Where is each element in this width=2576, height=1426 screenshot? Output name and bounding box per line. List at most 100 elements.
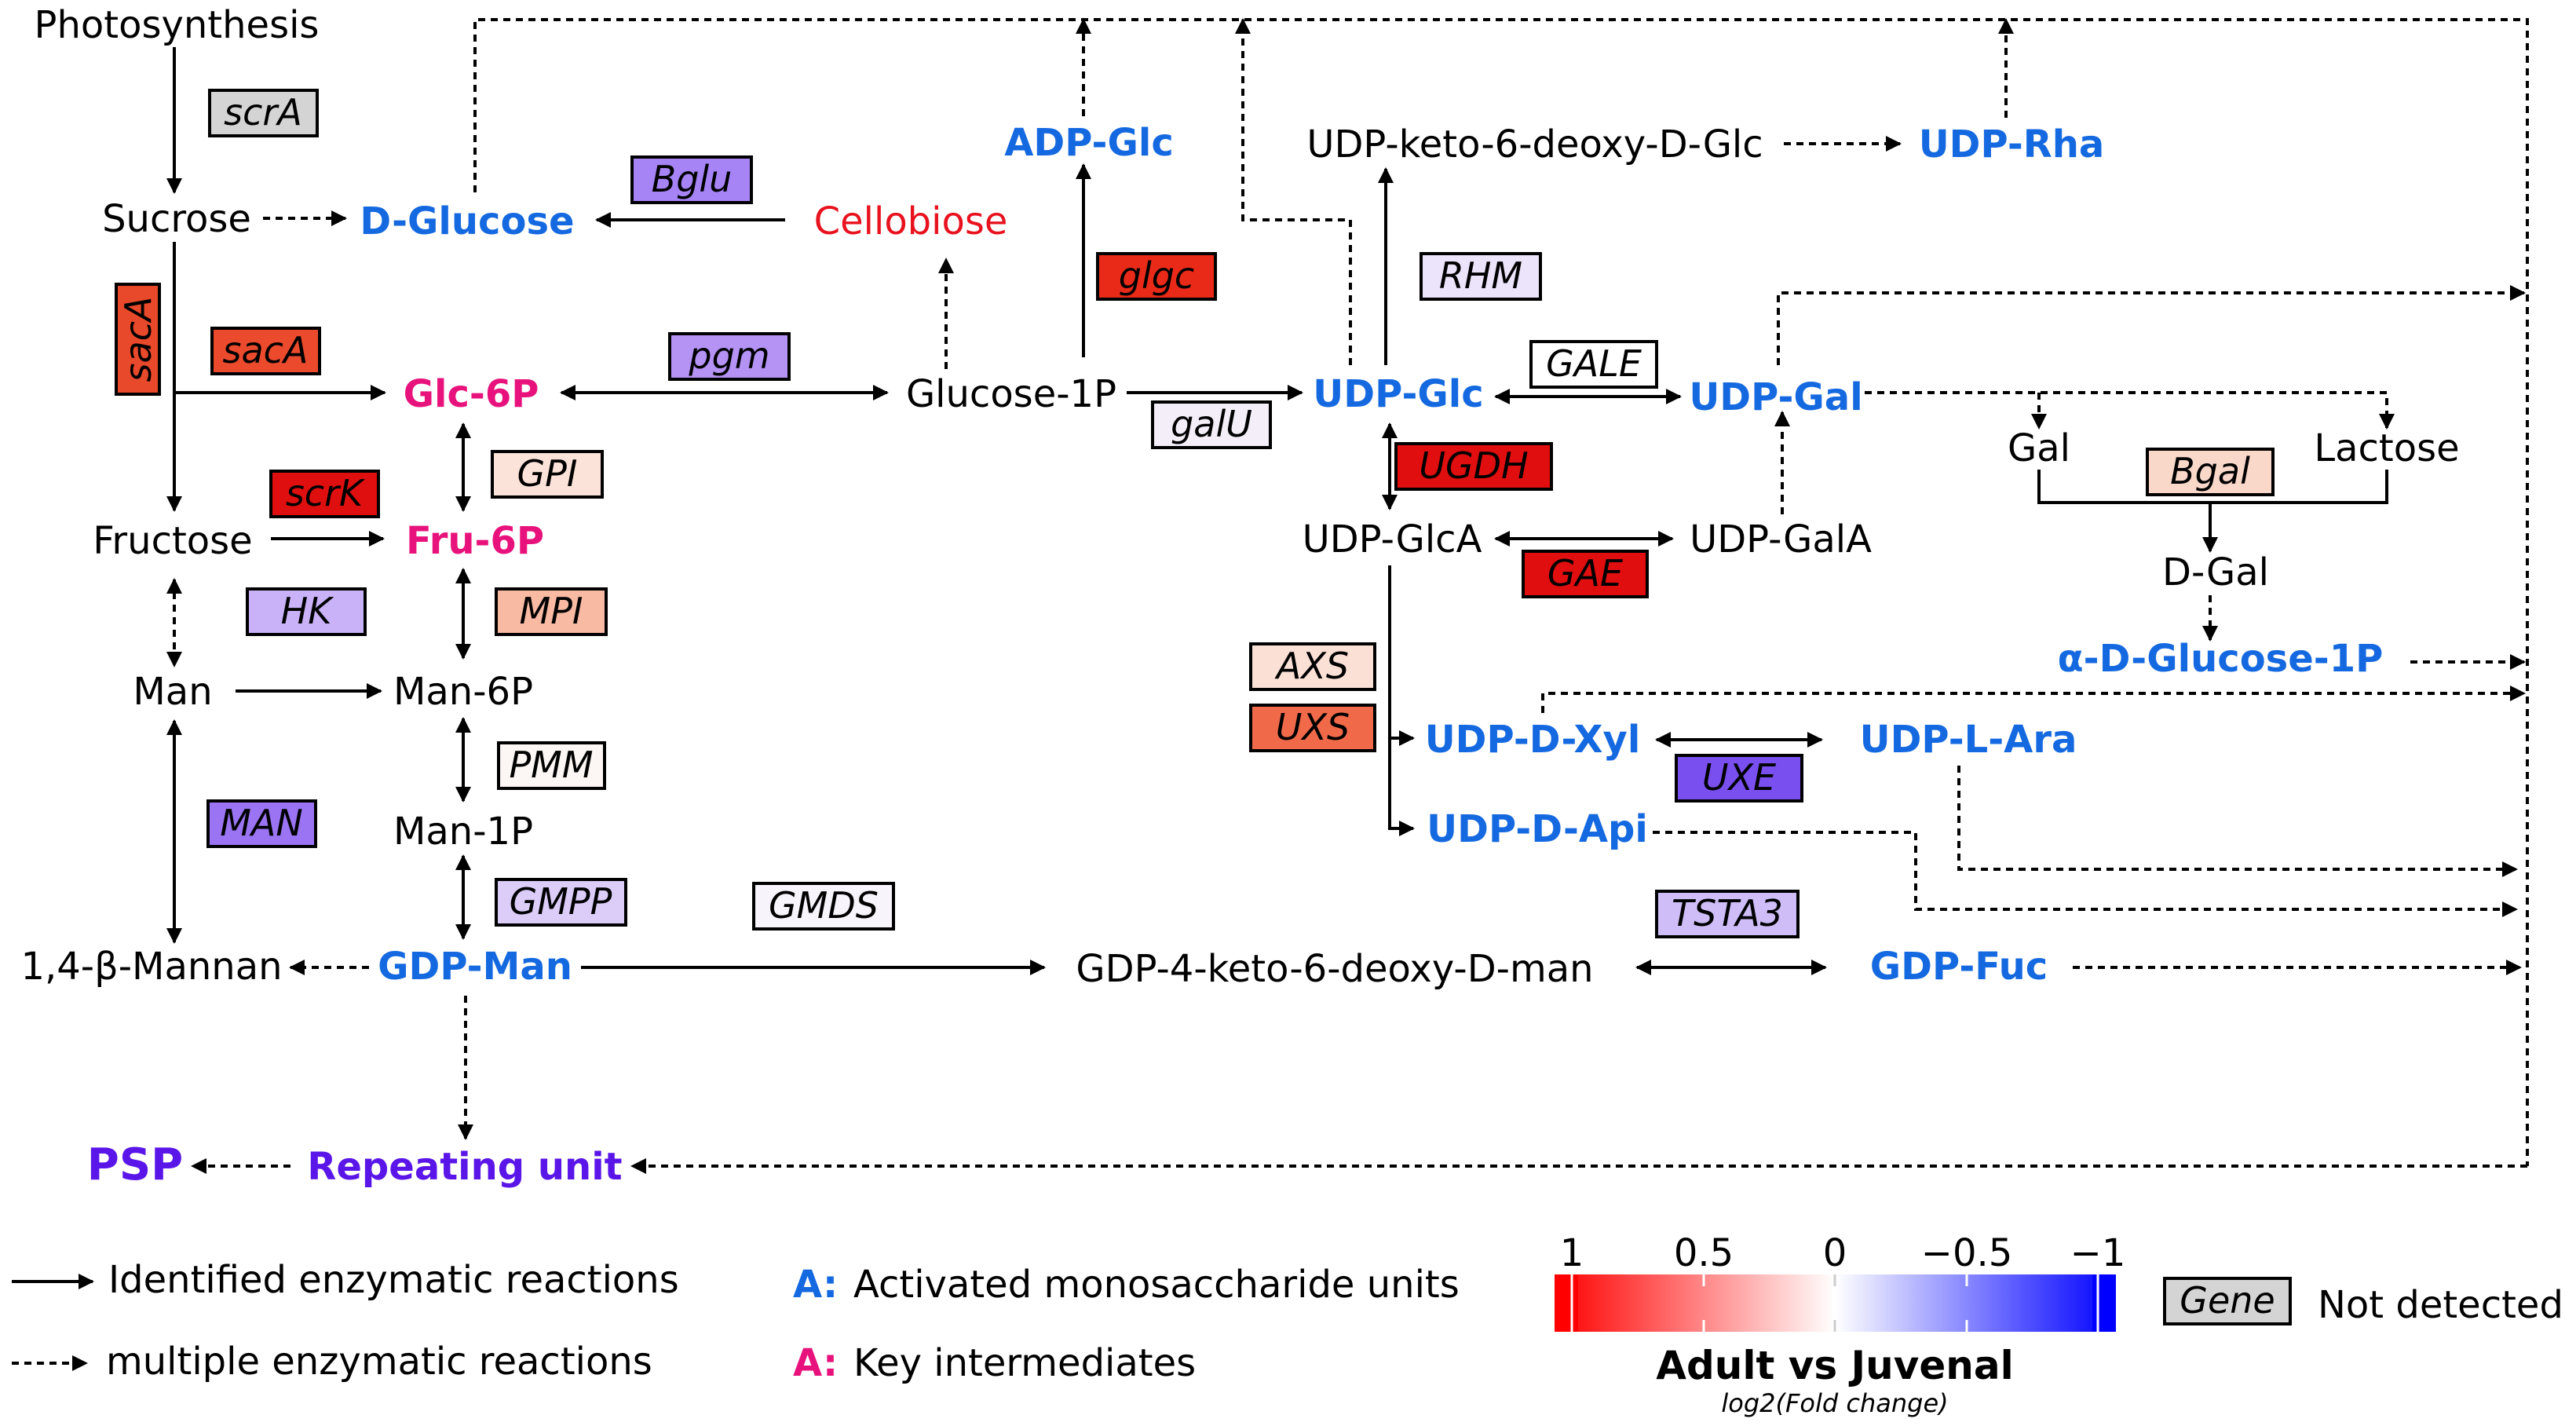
legend-key-marker: A: [793,1341,838,1385]
reaction-arrows [166,18,2529,1174]
svg-text:HK: HK [281,590,335,632]
arrow-udpdapi-right [1653,831,2518,917]
metabolite-gal: Gal [2008,426,2070,470]
metabolite-adp-glc: ADP-Glc [1004,121,1174,165]
svg-text:AXS: AXS [1274,645,1349,687]
colorbar-tick-label: 1 [1560,1231,1584,1275]
legend-not-detected-label: Not detected [2318,1283,2563,1327]
colorbar-tick-label: 0 [1823,1231,1847,1275]
metabolite-udp-glc: UDP-Glc [1313,372,1483,416]
svg-text:MAN: MAN [220,802,303,844]
gene-box-gpi: GPI [491,450,604,499]
svg-text:sacA: sacA [223,329,309,371]
svg-text:UXS: UXS [1276,706,1350,748]
gene-box-pgm: pgm [668,332,791,381]
metabolite-fructose: Fructose [93,519,252,563]
legend-key-label: Key intermediates [853,1341,1196,1385]
metabolite-1-4-beta-mannan: 1,4-β-Mannan [20,945,282,989]
colorbar-min-cap [2092,1274,2116,1332]
svg-text:Bglu: Bglu [652,158,733,200]
arrow-udplara-right [1957,766,2518,877]
svg-text:scrA: scrA [224,91,302,133]
gene-box-sacA-vertical: sacA [115,283,161,396]
gene-box-glgc: glgc [1096,252,1217,301]
arrow-udpgal-lactose [1865,391,2395,430]
svg-text:pgm: pgm [688,335,769,377]
svg-text:RHM: RHM [1439,254,1522,297]
arrow-udpglca-udpdapi [1388,565,1415,836]
gene-box-hk: HK [246,587,367,636]
arrow-udpglc-up [1235,18,1352,365]
gene-box-uxe: UXE [1675,754,1803,803]
arrow-udpgal-right [1777,285,2526,365]
colorbar-title: Adult vs Juvenal [1656,1343,2013,1388]
legend: Identified enzymatic reactions multiple … [12,1258,2563,1385]
colorbar-tick-label: 0.5 [1674,1231,1734,1275]
svg-text:GAE: GAE [1547,552,1623,594]
gene-box-tsta3: TSTA3 [1655,890,1800,938]
colorbar-max-cap [1555,1274,1578,1332]
svg-text:GMDS: GMDS [769,884,879,927]
metabolite-repeating-unit: Repeating unit [307,1145,622,1189]
svg-text:Gene: Gene [2180,1279,2275,1322]
gene-box-rhm: RHM [1420,252,1542,301]
colorbar-subtitle: log2(Fold change) [1721,1388,1948,1418]
gene-box-axs: AXS [1249,642,1376,691]
metabolite-man-6p: Man-6P [393,670,533,714]
metabolite-gdp-man: GDP-Man [378,945,572,989]
metabolite-photosynthesis: Photosynthesis [35,3,320,47]
gene-box-pmm: PMM [497,741,606,790]
colorbar-tick-label: −0.5 [1921,1231,2013,1275]
metabolite-man: Man [133,670,212,714]
metabolite-gdp-fuc: GDP-Fuc [1870,945,2048,989]
gene-box-mpi: MPI [495,587,608,636]
metabolite-gdp-4-keto-6-deoxy-d-man: GDP-4-keto-6-deoxy-D-man [1076,947,1593,991]
svg-text:TSTA3: TSTA3 [1672,892,1783,934]
gene-box-sacA: sacA [210,327,321,375]
metabolite-udp-d-api: UDP-D-Api [1427,807,1648,851]
colorbar: 1 0.5 0 −0.5 −1 Adult vs Juvenal log2(Fo… [1555,1231,2125,1418]
svg-text:Bgal: Bgal [2170,450,2250,492]
metabolite-udp-gal: UDP-Gal [1689,375,1862,419]
gene-box-ugdh: UGDH [1394,442,1553,491]
svg-text:MPI: MPI [520,590,583,632]
arrow-udpdxyl-right [1541,686,2526,713]
legend-solid-label: Identified enzymatic reactions [108,1258,679,1302]
gene-box-gale: GALE [1529,340,1658,389]
gene-box-uxs: UXS [1249,704,1376,752]
legend-not-detected-box: Gene [2163,1277,2292,1325]
svg-text:UXE: UXE [1702,756,1776,799]
svg-text:PMM: PMM [509,744,593,786]
metabolite-alpha-d-glucose-1p: α-D-Glucose-1P [2058,637,2384,681]
metabolite-fru-6p: Fru-6P [406,519,544,563]
metabolite-udp-d-xyl: UDP-D-Xyl [1425,718,1641,762]
gene-box-gmds: GMDS [752,882,895,931]
metabolite-man-1p: Man-1P [393,810,533,854]
gene-box-gmpp: GMPP [495,878,627,927]
metabolite-lactose: Lactose [2314,426,2459,470]
gene-box-gae: GAE [1522,550,1649,598]
legend-dashed-label: multiple enzymatic reactions [106,1340,652,1384]
gene-box-bglu: Bglu [630,155,753,204]
gene-boxes: scrA Bglu sacA sacA glgc RHM pgm GALE [115,89,2275,938]
metabolite-d-gal: D-Gal [2162,550,2269,594]
svg-text:UGDH: UGDH [1419,444,1528,487]
colorbar-tick-label: −1 [2070,1231,2126,1275]
metabolite-udp-glca: UDP-GlcA [1303,517,1482,561]
svg-text:glgc: glgc [1119,254,1194,297]
svg-text:sacA: sacA [117,297,159,382]
metabolite-psp: PSP [87,1139,183,1190]
svg-text:GALE: GALE [1546,342,1642,385]
dashed-collector-top-right [473,18,2529,1166]
svg-text:galU: galU [1171,403,1252,445]
metabolite-glucose-1p: Glucose-1P [906,372,1116,416]
metabolite-udp-rha: UDP-Rha [1919,122,2105,166]
gene-box-galU: galU [1151,400,1272,449]
metabolite-udp-gala: UDP-GalA [1690,517,1872,561]
metabolite-cellobiose: Cellobiose [814,199,1008,243]
metabolite-sucrose: Sucrose [102,197,251,241]
line-gal-lactose-merge [2037,470,2388,504]
svg-text:scrK: scrK [286,472,366,514]
